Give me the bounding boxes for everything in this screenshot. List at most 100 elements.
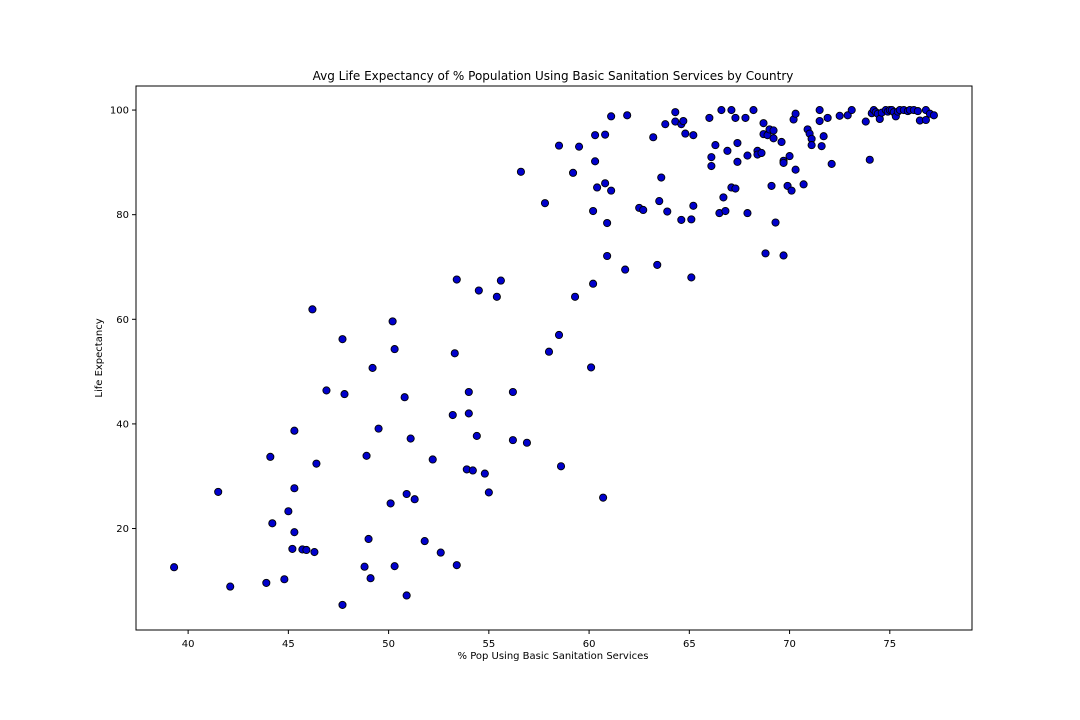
data-point	[338, 335, 347, 344]
data-point	[769, 126, 778, 135]
data-point	[390, 345, 399, 354]
data-point	[452, 275, 461, 284]
data-point	[368, 363, 377, 372]
chart-title: Avg Life Expectancy of % Population Usin…	[313, 69, 794, 83]
data-point	[771, 218, 780, 227]
data-point	[761, 249, 770, 258]
x-tick-label: 40	[182, 639, 195, 650]
data-point	[290, 426, 299, 435]
data-point	[589, 206, 598, 216]
data-point	[817, 142, 826, 151]
data-point	[639, 205, 648, 215]
data-point	[472, 431, 481, 440]
data-point	[787, 186, 796, 195]
data-point	[687, 273, 696, 282]
data-point	[554, 141, 564, 150]
data-point	[687, 215, 696, 224]
data-point	[827, 159, 836, 168]
data-point	[322, 386, 331, 395]
data-point	[779, 251, 788, 260]
data-point	[601, 130, 610, 139]
data-point	[661, 120, 670, 129]
x-axis-ticks: 40 45 50 55 60 65 70 75	[182, 630, 896, 650]
data-point	[785, 152, 794, 161]
data-point	[410, 495, 419, 504]
data-point	[364, 534, 373, 544]
data-point	[749, 106, 758, 115]
data-point	[671, 108, 680, 117]
data-point	[621, 265, 630, 274]
data-point	[428, 455, 437, 464]
data-point	[591, 157, 600, 166]
data-point	[823, 113, 832, 122]
x-tick-label: 70	[783, 639, 796, 650]
data-point	[480, 469, 489, 478]
data-point	[450, 349, 459, 358]
data-point	[226, 582, 235, 591]
data-point	[731, 113, 740, 122]
data-point	[689, 201, 698, 210]
data-point	[290, 484, 299, 493]
data-point	[913, 107, 922, 116]
data-point	[705, 113, 714, 122]
data-point	[362, 451, 371, 460]
x-axis-label: % Pop Using Basic Sanitation Services	[458, 651, 649, 662]
data-point	[743, 209, 752, 218]
x-tick-label: 60	[583, 639, 596, 650]
data-point	[571, 292, 580, 301]
data-point	[599, 493, 608, 502]
y-tick-label: 60	[116, 315, 129, 326]
data-point	[284, 507, 293, 516]
data-point	[340, 390, 349, 399]
data-point	[496, 276, 505, 285]
data-point	[707, 161, 716, 171]
data-point	[791, 165, 800, 174]
data-point	[544, 347, 554, 356]
data-point	[492, 292, 501, 301]
data-point	[799, 180, 808, 189]
data-point	[681, 129, 690, 138]
y-tick-label: 80	[116, 210, 129, 221]
y-tick-label: 40	[116, 419, 129, 430]
data-point	[769, 134, 778, 143]
data-point	[302, 545, 311, 555]
data-point	[835, 111, 844, 120]
data-point	[757, 148, 766, 158]
data-point	[390, 562, 399, 571]
data-point	[170, 563, 179, 572]
data-point	[262, 578, 271, 587]
y-axis-ticks: 20 40 60 80 100	[110, 106, 136, 535]
data-point	[743, 151, 752, 160]
data-points	[170, 106, 938, 609]
data-point	[464, 409, 473, 418]
x-tick-label: 45	[282, 639, 295, 650]
data-point	[721, 206, 730, 216]
data-point	[420, 537, 429, 546]
data-point	[214, 487, 223, 496]
data-point	[266, 452, 275, 461]
data-point	[777, 137, 786, 147]
data-point	[400, 393, 409, 402]
data-point	[677, 215, 686, 224]
data-point	[280, 575, 289, 584]
data-point	[663, 207, 672, 216]
data-point	[575, 142, 584, 151]
y-tick-label: 20	[116, 524, 129, 535]
data-point	[406, 434, 415, 443]
data-point	[601, 179, 610, 188]
data-point	[452, 561, 461, 570]
data-point	[819, 132, 828, 141]
data-point	[727, 106, 736, 115]
data-point	[468, 466, 477, 475]
data-point	[719, 193, 728, 202]
data-point	[436, 548, 445, 557]
data-point	[759, 119, 768, 128]
data-point	[589, 279, 598, 288]
data-point	[733, 138, 742, 148]
y-tick-label: 100	[110, 106, 129, 117]
x-tick-label: 75	[883, 639, 896, 650]
data-point	[623, 111, 632, 120]
data-point	[374, 424, 383, 433]
